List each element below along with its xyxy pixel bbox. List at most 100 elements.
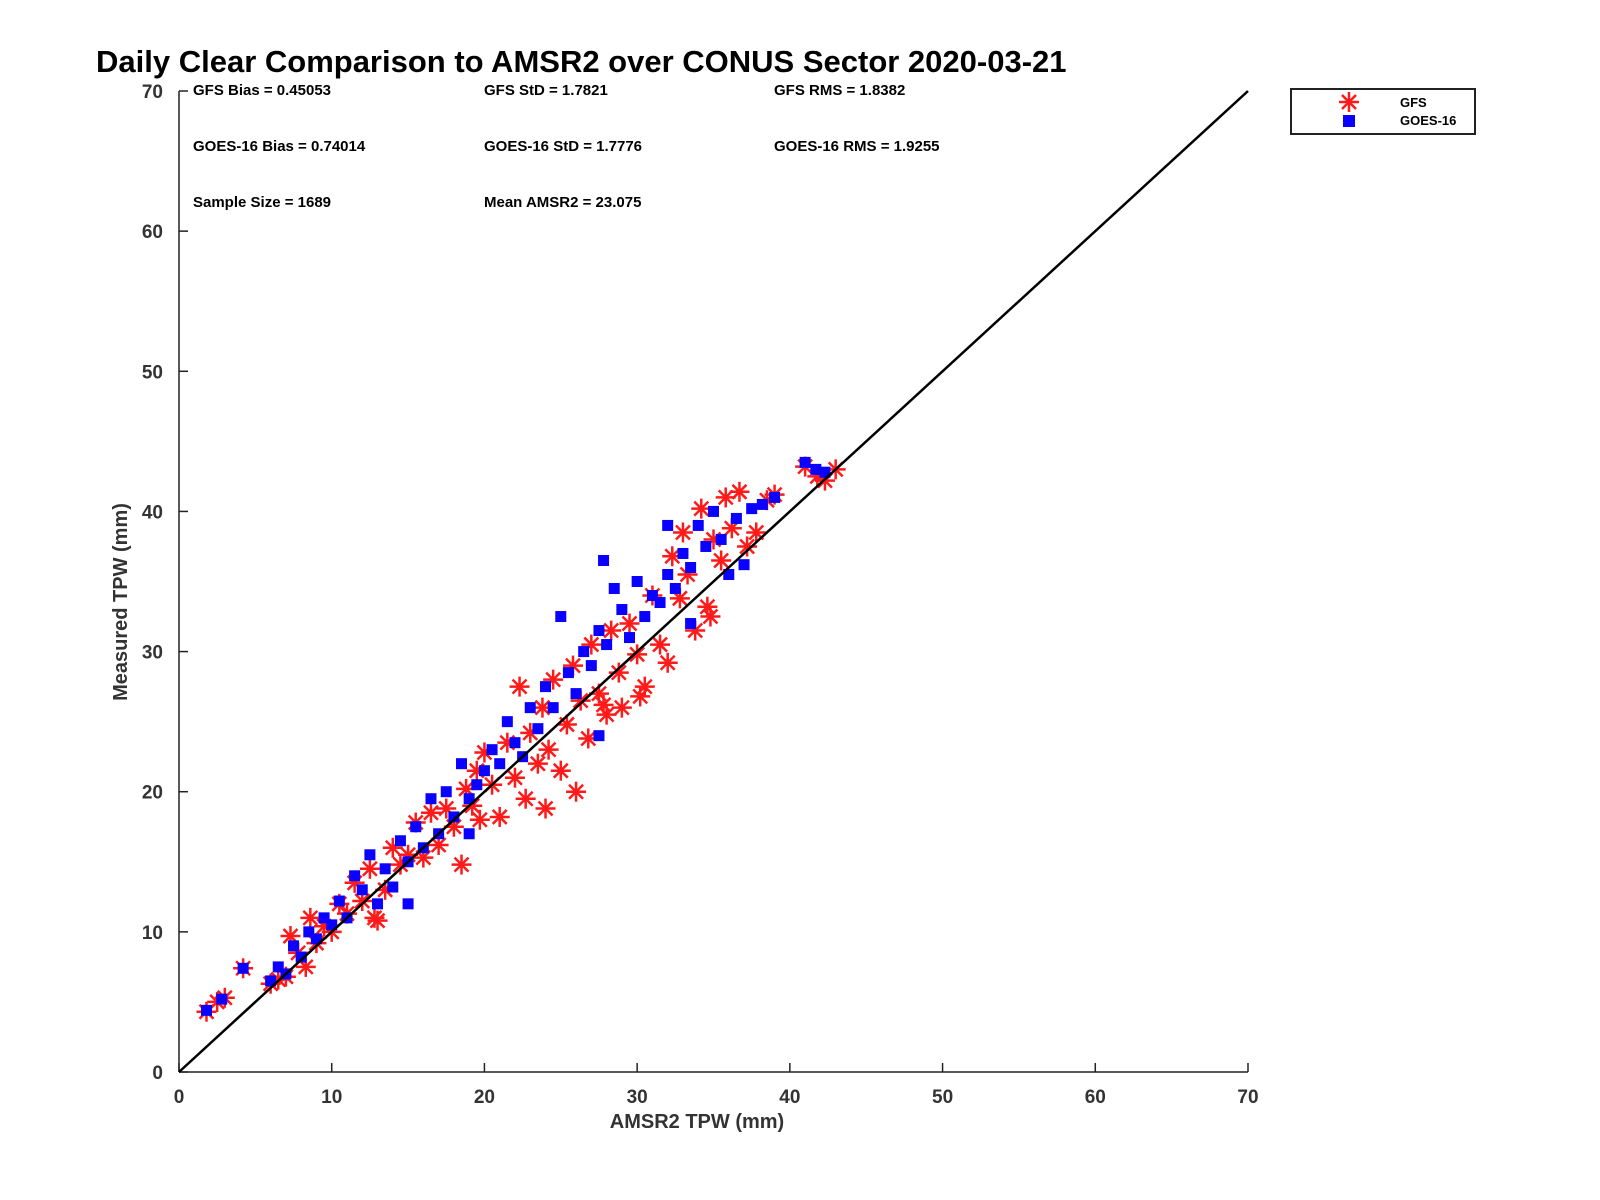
goes-16-series <box>200 456 831 1016</box>
stat-goes-rms: GOES-16 RMS = 1.9255 <box>774 138 940 155</box>
x-tick-label: 50 <box>932 1087 953 1108</box>
goes-16-point <box>685 618 697 630</box>
stat-gfs-std: GFS StD = 1.7821 <box>484 82 608 99</box>
stat-gfs-bias: GFS Bias = 0.45053 <box>193 82 331 99</box>
y-tick-label: 50 <box>142 362 163 383</box>
x-tick-label: 20 <box>474 1087 495 1108</box>
goes-16-point <box>478 765 490 777</box>
goes-16-point <box>547 702 559 714</box>
goes-16-point <box>501 716 513 728</box>
y-tick-label: 70 <box>142 82 163 103</box>
goes-16-point <box>708 505 719 517</box>
goes-16-point <box>654 597 666 609</box>
gfs-point <box>611 697 632 718</box>
goes-16-point <box>601 639 613 651</box>
goes-16-point <box>425 793 437 805</box>
goes-16-point <box>585 660 597 672</box>
y-tick-label: 20 <box>142 783 163 804</box>
gfs-point <box>359 858 380 879</box>
goes-16-point <box>295 951 307 963</box>
gfs-point <box>469 809 490 830</box>
gfs-point <box>608 662 629 683</box>
gfs-point <box>509 676 530 697</box>
gfs-point <box>627 644 648 665</box>
goes-16-point <box>440 786 452 798</box>
legend-gfs-label: GFS <box>1400 95 1427 110</box>
goes-16-point <box>288 940 300 952</box>
gfs-point <box>515 788 536 809</box>
goes-16-point <box>303 926 315 938</box>
goes-16-point <box>598 554 610 566</box>
goes-16-point <box>364 849 376 861</box>
goes-16-point <box>333 895 345 907</box>
goes-16-point <box>593 625 605 637</box>
gfs-point <box>630 686 651 707</box>
goes-16-point <box>593 730 605 742</box>
legend-goes-marker-icon <box>1343 115 1355 127</box>
goes-16-point <box>524 702 536 714</box>
chart-title: Daily Clear Comparison to AMSR2 over CON… <box>96 44 1067 79</box>
y-tick-label: 40 <box>142 502 163 523</box>
goes-16-point <box>646 590 658 602</box>
goes-16-point <box>216 993 228 1005</box>
stat-sample-size: Sample Size = 1689 <box>193 194 331 211</box>
gfs-point <box>619 613 640 634</box>
gfs-point <box>721 518 742 539</box>
goes-16-point <box>685 561 697 573</box>
goes-16-point <box>746 503 758 515</box>
goes-16-point <box>372 898 384 910</box>
gfs-point <box>566 781 587 802</box>
plot-area: 0 10 20 30 40 50 60 70 0 10 20 30 40 50 60 70 <box>142 82 1259 1108</box>
goes-16-point <box>265 975 277 987</box>
gfs-point <box>691 498 712 519</box>
gfs-point <box>428 834 449 855</box>
gfs-point <box>535 798 556 819</box>
legend-gfs-marker-icon <box>1339 92 1359 112</box>
gfs-point <box>489 806 510 827</box>
goes-16-point <box>532 723 544 735</box>
goes-16-point <box>410 821 422 833</box>
gfs-point <box>420 802 441 823</box>
gfs-point <box>700 606 721 627</box>
goes-16-point <box>349 870 361 882</box>
gfs-point <box>390 854 411 875</box>
goes-16-point <box>756 498 768 510</box>
legend-goes-label: GOES-16 <box>1400 113 1456 128</box>
goes-16-point <box>310 933 322 945</box>
goes-16-point <box>662 568 674 580</box>
gfs-point <box>650 634 671 655</box>
legend: GFS GOES-16 <box>1290 88 1476 135</box>
goes-16-point <box>494 758 506 770</box>
goes-16-point <box>662 519 674 531</box>
goes-16-point <box>200 1004 212 1016</box>
gfs-point <box>550 760 571 781</box>
goes-16-point <box>540 681 552 693</box>
goes-16-point <box>669 583 681 595</box>
gfs-point <box>451 854 472 875</box>
stat-mean-amsr2: Mean AMSR2 = 23.075 <box>484 194 641 211</box>
x-tick-label: 70 <box>1237 1087 1258 1108</box>
gfs-point <box>364 907 385 928</box>
gfs-point <box>504 767 525 788</box>
gfs-point <box>746 522 767 543</box>
one-to-one-reference-line <box>178 90 1249 1073</box>
goes-16-point <box>700 540 712 552</box>
goes-16-point <box>486 744 498 756</box>
goes-16-point <box>237 962 249 974</box>
gfs-point <box>657 652 678 673</box>
goes-16-point <box>326 919 338 931</box>
legend-box <box>1290 88 1476 135</box>
goes-16-point <box>631 576 643 587</box>
goes-16-point <box>677 547 689 559</box>
goes-16-point <box>562 667 574 679</box>
y-tick-label: 60 <box>142 222 163 243</box>
goes-16-point <box>272 961 284 973</box>
goes-16-point <box>555 611 567 623</box>
x-ticks: 0 10 20 30 40 50 60 70 <box>174 1063 1259 1108</box>
gfs-point <box>593 694 614 715</box>
gfs-point <box>601 620 622 641</box>
goes-16-point <box>730 512 742 524</box>
goes-16-point <box>608 583 620 595</box>
goes-16-point <box>810 463 822 475</box>
